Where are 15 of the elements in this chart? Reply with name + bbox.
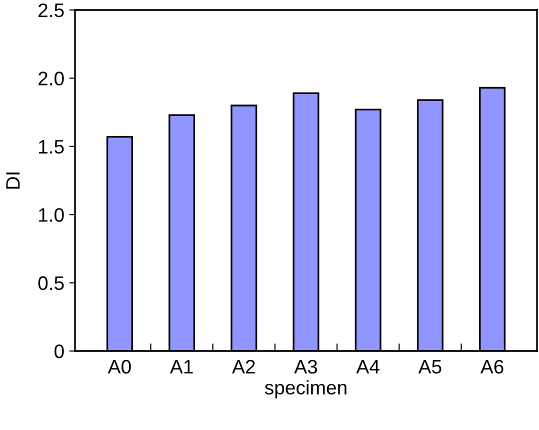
y-tick-label: 1.5	[39, 140, 64, 154]
x-tick-label: A2	[232, 360, 255, 374]
x-tick-label: A0	[108, 360, 131, 374]
y-axis-title: DI	[6, 172, 20, 189]
y-tick-label: 2.0	[38, 72, 64, 86]
x-axis-title: specimen	[264, 380, 346, 398]
x-tick-label: A3	[294, 360, 318, 374]
y-tick-label: 0	[54, 344, 64, 358]
y-tick-label: 0.5	[38, 276, 64, 290]
x-tick-label: A6	[480, 360, 504, 374]
x-tick-label: A5	[418, 360, 442, 374]
y-tick-label: 1.0	[39, 208, 64, 222]
x-tick-label: A1	[170, 360, 193, 374]
x-tick-label: A4	[356, 360, 380, 374]
y-tick-label: 2.5	[38, 3, 64, 18]
